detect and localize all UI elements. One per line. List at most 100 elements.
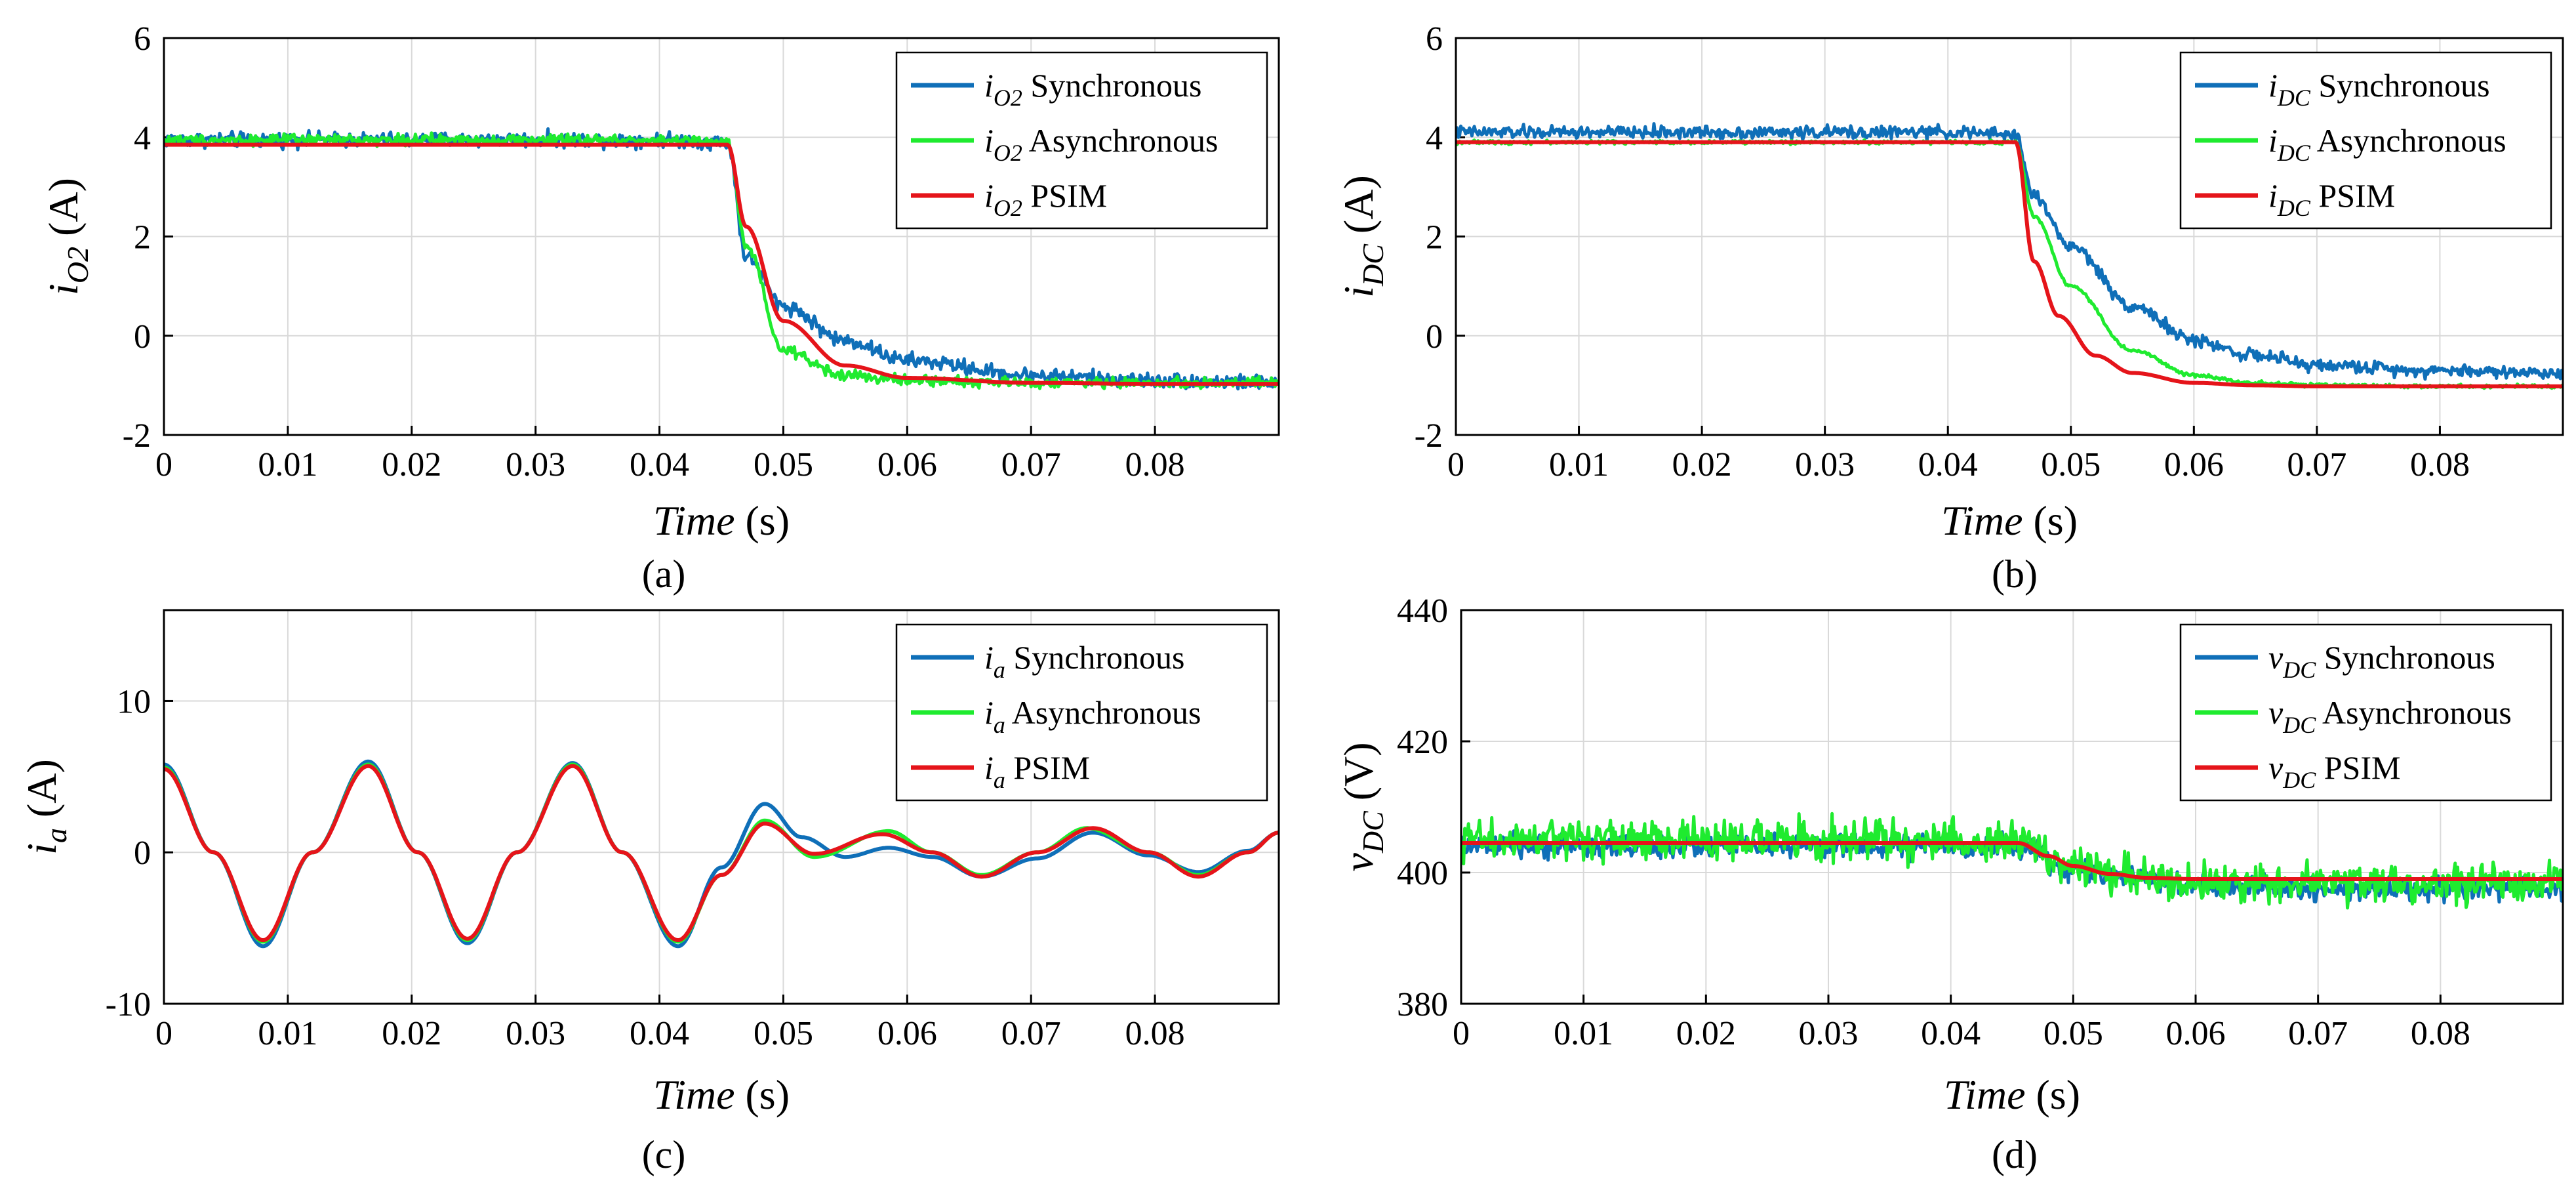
legend-box [895, 51, 1268, 230]
legend-label: Asynchronous [2316, 694, 2512, 731]
y-axis-label-subscript: DC [1356, 243, 1390, 287]
y-axis-label-main: i [40, 283, 87, 295]
legend-entry: iDC Synchronous [2268, 67, 2490, 111]
y-tick-label: -2 [123, 417, 151, 455]
y-tick-label: 10 [117, 683, 151, 720]
legend-label: Asynchronous [2310, 122, 2506, 159]
chart-panel-b: 0 0.01 0.02 0.03 0.04 0.05 0.06 0.07 0.08-20246i… [1335, 20, 2564, 596]
y-axis-label-subscript: a [39, 828, 73, 843]
legend-var: i [984, 177, 994, 214]
x-tick-label: 0.07 [1001, 446, 1061, 484]
legend-subscript: a [994, 657, 1005, 683]
x-tick-label: 0.05 [2043, 1015, 2103, 1052]
legend-var: i [2268, 122, 2278, 159]
series-line-psim [1461, 841, 2563, 881]
axes-frame [163, 37, 1280, 436]
x-axis-label-unit: (s) [735, 497, 790, 544]
y-axis-label-unit: (V) [1335, 742, 1382, 811]
y-axis-label-unit: (A) [18, 759, 65, 828]
legend-var: i [2268, 67, 2278, 104]
legend-var: v [2268, 639, 2284, 676]
x-tick-label: 0.04 [1921, 1015, 1981, 1052]
axes-frame [163, 609, 1280, 1005]
series-group [164, 759, 1279, 949]
series-line-asynchronous [1461, 812, 2563, 910]
legend-label: PSIM [1022, 177, 1107, 214]
y-axis-label: iO2 (A) [40, 178, 94, 295]
y-axis-label-main: i [1335, 286, 1382, 298]
x-tick-label: 0.03 [1795, 446, 1855, 484]
legend-label: PSIM [2310, 177, 2395, 214]
legend-entry: ia PSIM [984, 749, 1090, 793]
y-tick-label: 380 [1397, 986, 1448, 1023]
legend-var: i [984, 67, 994, 104]
x-axis-label-unit: (s) [735, 1071, 790, 1118]
x-tick-label: 0.04 [630, 446, 689, 484]
legend-entry: iO2 Synchronous [984, 67, 1202, 111]
legend-label: Synchronous [1022, 67, 1202, 104]
x-tick-label: 0.06 [2166, 1015, 2226, 1052]
y-tick-label: 420 [1397, 724, 1448, 761]
legend-subscript: DC [2282, 712, 2316, 738]
x-axis-label-main: Time [653, 1071, 735, 1118]
x-axis-label-main: Time [1941, 497, 2023, 544]
x-tick-label: 0.01 [258, 446, 317, 484]
x-tick-label: 0.05 [754, 446, 813, 484]
y-tick-label: 4 [134, 119, 151, 157]
legend-entry: ia Synchronous [984, 639, 1185, 683]
legend-entry: iDC Asynchronous [2268, 122, 2506, 166]
x-tick-label: 0.03 [506, 1015, 565, 1052]
x-tick-label: 0.07 [1001, 1015, 1061, 1052]
y-axis-label: ia (A) [18, 759, 73, 855]
series-line-synchronous [1456, 122, 2563, 381]
x-axis-label: Time (s) [1941, 497, 2078, 544]
x-tick-label: 0.03 [506, 446, 565, 484]
x-axis-label-unit: (s) [2025, 1071, 2080, 1118]
x-tick-label: 0.02 [1672, 446, 1732, 484]
y-tick-label: 6 [1426, 20, 1443, 58]
y-tick-label: 2 [134, 219, 151, 257]
x-tick-label: 0 [155, 1015, 172, 1052]
axes-frame [1455, 37, 2564, 436]
series-line-psim [164, 142, 1279, 386]
legend-var: i [984, 694, 994, 731]
legend-entry: iO2 PSIM [984, 177, 1107, 221]
x-axis-label-unit: (s) [2023, 497, 2078, 544]
x-tick-label: 0.08 [1125, 446, 1185, 484]
x-tick-label: 0.01 [1549, 446, 1609, 484]
x-tick-label: 0.03 [1799, 1015, 1859, 1052]
series-line-psim [1456, 140, 2563, 388]
x-tick-label: 0.02 [382, 446, 441, 484]
legend-entry: iDC PSIM [2268, 177, 2395, 221]
panel-caption: (d) [1992, 1133, 2038, 1176]
y-tick-label: 0 [134, 834, 151, 872]
legend-label: Asynchronous [1005, 694, 1201, 731]
legend-var: v [2268, 694, 2284, 731]
series-group [164, 127, 1279, 391]
x-tick-label: 0.07 [2288, 1015, 2348, 1052]
legend-label: Synchronous [2310, 67, 2490, 104]
y-axis-label: iDC (A) [1335, 175, 1390, 298]
legend-subscript: O2 [994, 140, 1022, 166]
series-group [1461, 812, 2563, 910]
legend-box [2179, 623, 2552, 802]
x-tick-label: 0.07 [2287, 446, 2346, 484]
legend-entry: vDC PSIM [2268, 749, 2400, 793]
x-tick-label: 0.08 [2410, 446, 2470, 484]
y-tick-label: 6 [134, 20, 151, 58]
y-axis-label-main: v [1335, 853, 1382, 872]
legend-subscript: DC [2277, 85, 2311, 111]
x-tick-label: 0.04 [1918, 446, 1978, 484]
x-tick-label: 0.02 [382, 1015, 441, 1052]
y-tick-label: -2 [1415, 417, 1443, 455]
legend-subscript: DC [2277, 140, 2311, 166]
legend-label: Synchronous [2316, 639, 2495, 676]
panel-caption: (c) [642, 1133, 686, 1176]
x-tick-label: 0 [1453, 1015, 1470, 1052]
legend-var: i [2268, 177, 2278, 214]
x-tick-label: 0.01 [1554, 1015, 1613, 1052]
legend-label: Asynchronous [1022, 122, 1218, 159]
